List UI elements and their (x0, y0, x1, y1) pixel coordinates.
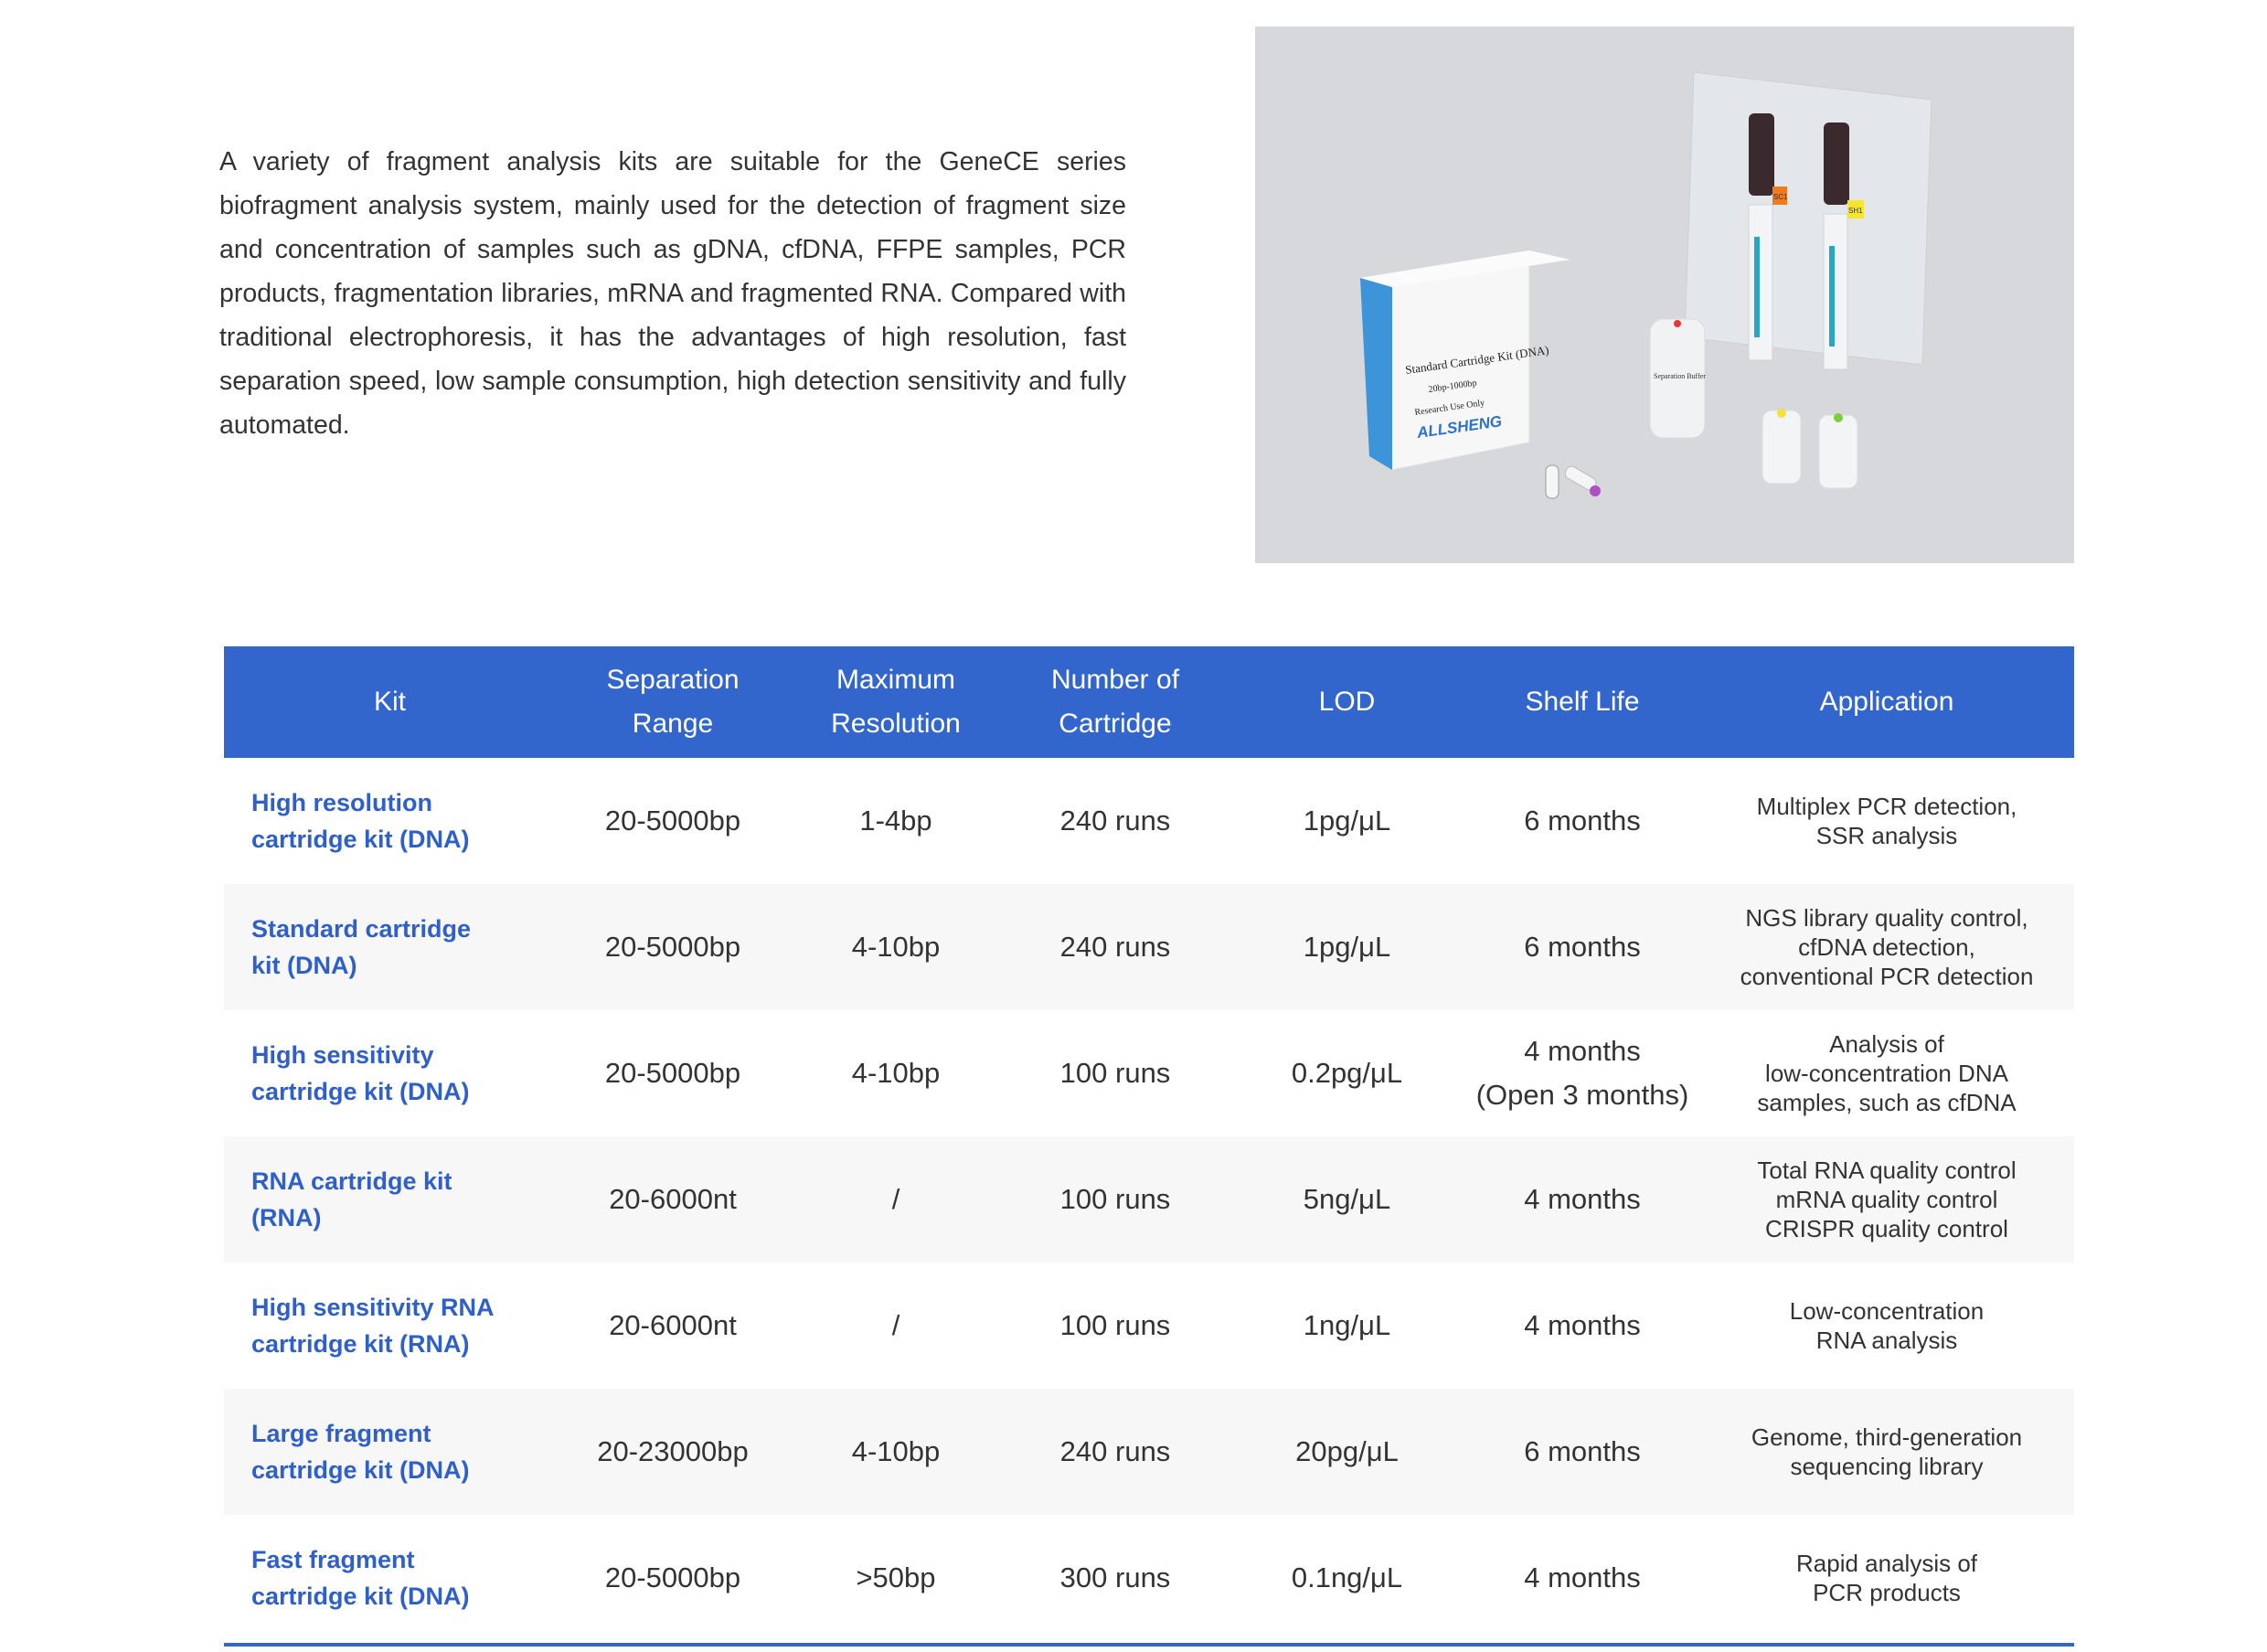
table-row: Standard cartridge kit (DNA) 20-5000bp 4-1… (224, 884, 2074, 1010)
cell-resolution: >50bp (856, 1561, 936, 1593)
cell-range: 20-23000bp (597, 1435, 749, 1467)
cell-kit: High sensitivity cartridge kit (DNA) (251, 1041, 470, 1105)
cell-app: Analysis of low-concentration DNA sample… (1757, 1030, 2017, 1116)
cell-cartridge: 300 runs (1059, 1561, 1171, 1593)
table-row: Fast fragment cartridge kit (DNA) 20-5000… (224, 1515, 2074, 1641)
header-application: Application (1819, 687, 1954, 717)
cell-kit: Large fragment cartridge kit (DNA) (251, 1420, 470, 1484)
cell-app: Genome, third-generation sequencing libr… (1751, 1423, 2023, 1480)
cell-range: 20-5000bp (604, 805, 741, 837)
header-lod: LOD (1318, 687, 1376, 717)
cell-app: Low-concentration RNA analysis (1789, 1297, 1985, 1354)
cell-range: 20-6000nt (609, 1309, 737, 1341)
cell-app: NGS library quality control, cfDNA detec… (1740, 904, 2034, 990)
cell-lod: 1pg/μL (1303, 931, 1391, 963)
cell-range: 20-5000bp (604, 1561, 741, 1593)
tag-right-label: SH1 (1848, 207, 1863, 215)
header-max-resolution: Maximum Resolution (831, 665, 961, 739)
cell-resolution: 1-4bp (859, 805, 932, 837)
table-bottom-rule (224, 1643, 2074, 1647)
cell-cartridge: 240 runs (1059, 1435, 1171, 1467)
cell-kit: Standard cartridge kit (DNA) (251, 915, 472, 979)
cell-lod: 1pg/μL (1303, 805, 1391, 837)
bottle-label: Separation Buffer (1654, 372, 1706, 380)
cell-resolution: / (891, 1309, 900, 1341)
cell-lod: 0.1ng/μL (1291, 1561, 1403, 1593)
cell-lod: 0.2pg/μL (1291, 1057, 1403, 1089)
cell-lod: 20pg/μL (1295, 1435, 1399, 1467)
cell-range: 20-5000bp (604, 1057, 741, 1089)
cell-cartridge: 240 runs (1059, 931, 1171, 963)
intro-paragraph: A variety of fragment analysis kits are … (219, 146, 1126, 440)
cell-cartridge: 100 runs (1059, 1183, 1171, 1215)
cell-cartridge: 240 runs (1059, 805, 1171, 837)
cell-range: 20-6000nt (609, 1183, 737, 1215)
cell-resolution: / (891, 1183, 900, 1215)
cell-shelf: 4 months (Open 3 months) (1475, 1035, 1689, 1111)
cell-app: Total RNA quality control mRNA quality c… (1757, 1156, 2017, 1242)
header-separation-range: Separation Range (606, 665, 740, 739)
cell-lod: 1ng/μL (1303, 1309, 1391, 1341)
tag-left-label: SC1 (1773, 193, 1788, 201)
table-row: High sensitivity cartridge kit (DNA) 20-5… (224, 1010, 2074, 1136)
cell-shelf: 6 months (1524, 805, 1641, 837)
header-shelf-life: Shelf Life (1525, 687, 1640, 717)
cell-resolution: 4-10bp (851, 931, 941, 963)
table-row: High sensitivity RNA cartridge kit (RNA)… (224, 1263, 2074, 1389)
kit-comparison-table: Kit Separation Range Maximum Resolution … (224, 646, 2074, 1641)
cell-cartridge: 100 runs (1059, 1309, 1171, 1341)
cell-kit: High sensitivity RNA cartridge kit (RNA) (251, 1294, 494, 1358)
cell-shelf: 6 months (1524, 931, 1641, 963)
cell-kit: RNA cartridge kit (RNA) (251, 1167, 452, 1231)
cell-kit: High resolution cartridge kit (DNA) (251, 789, 470, 853)
cell-resolution: 4-10bp (851, 1057, 941, 1089)
cell-resolution: 4-10bp (851, 1435, 941, 1467)
table-row: High resolution cartridge kit (DNA) 20-50… (224, 758, 2074, 884)
cell-shelf: 4 months (1524, 1183, 1641, 1215)
table-header-row: Kit Separation Range Maximum Resolution … (224, 646, 2074, 758)
header-number-of-cartridge: Number of Cartridge (1050, 665, 1180, 739)
cell-app: Multiplex PCR detection, SSR analysis (1756, 793, 2017, 849)
cell-kit: Fast fragment cartridge kit (DNA) (251, 1546, 470, 1610)
cell-lod: 5ng/μL (1303, 1183, 1391, 1215)
table-row: Large fragment cartridge kit (DNA) 20-230… (224, 1389, 2074, 1515)
cell-shelf: 4 months (1524, 1309, 1641, 1341)
table-row: RNA cartridge kit (RNA) 20-6000nt / 100 run… (224, 1136, 2074, 1263)
cell-app: Rapid analysis of PCR products (1796, 1550, 1977, 1606)
cell-range: 20-5000bp (604, 931, 741, 963)
cell-shelf: 4 months (1524, 1561, 1641, 1593)
cell-shelf: 6 months (1524, 1435, 1641, 1467)
header-kit: Kit (373, 687, 406, 717)
product-photo: SC1 SH1 Standard Cartridge Kit (DNA) 20b… (1255, 27, 2074, 563)
cell-cartridge: 100 runs (1059, 1057, 1171, 1089)
